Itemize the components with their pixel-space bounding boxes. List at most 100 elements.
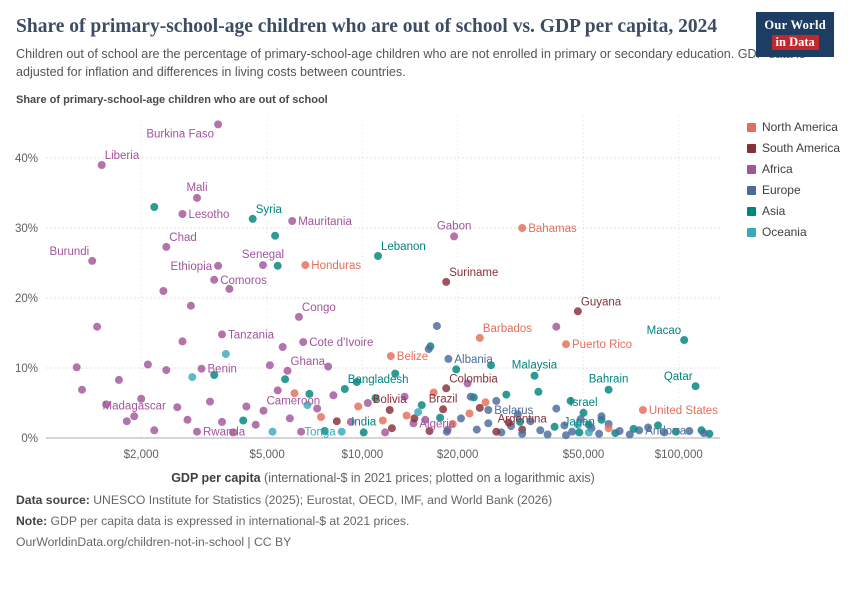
data-point[interactable] (229, 428, 237, 437)
data-point[interactable] (352, 378, 361, 387)
data-point[interactable] (400, 392, 409, 401)
legend-item-europe[interactable]: Europe (746, 183, 840, 197)
data-point[interactable] (573, 420, 582, 429)
data-point[interactable] (206, 397, 214, 406)
data-point[interactable] (137, 395, 146, 404)
legend-item-africa[interactable]: Africa (746, 162, 840, 176)
data-point[interactable] (242, 402, 251, 411)
data-point[interactable] (484, 419, 493, 428)
data-point[interactable] (534, 388, 543, 397)
data-point-bangladesh[interactable] (340, 385, 349, 394)
data-point-mauritania[interactable] (288, 217, 297, 226)
data-point[interactable] (543, 430, 552, 439)
data-point[interactable] (424, 345, 433, 354)
data-point[interactable] (625, 430, 634, 439)
data-point[interactable] (414, 408, 423, 417)
data-point-belarus[interactable] (484, 406, 493, 415)
data-point[interactable] (210, 371, 219, 380)
data-point[interactable] (93, 322, 102, 331)
data-point[interactable] (78, 385, 86, 394)
data-point[interactable] (305, 390, 314, 399)
data-point[interactable] (381, 428, 390, 437)
data-point[interactable] (472, 425, 481, 434)
data-point-congo[interactable] (294, 313, 303, 322)
data-point[interactable] (481, 398, 490, 407)
data-point-gabon[interactable] (450, 232, 459, 241)
data-point[interactable] (122, 417, 131, 426)
footer-link[interactable]: OurWorldinData.org/children-not-in-schoo… (16, 534, 292, 549)
data-point[interactable] (417, 401, 426, 410)
data-point-burkina-faso[interactable] (214, 120, 223, 129)
data-point-colombia[interactable] (442, 384, 451, 393)
data-point[interactable] (273, 386, 282, 395)
data-point[interactable] (516, 418, 524, 427)
data-point[interactable] (421, 416, 430, 425)
data-point-india[interactable] (359, 428, 368, 437)
data-point[interactable] (672, 427, 680, 436)
data-point[interactable] (568, 427, 577, 436)
data-point[interactable] (465, 409, 474, 418)
data-point-benin[interactable] (197, 364, 206, 373)
data-point[interactable] (332, 417, 341, 426)
data-point[interactable] (378, 416, 387, 425)
data-point[interactable] (143, 360, 152, 369)
data-point[interactable] (463, 379, 472, 388)
data-point[interactable] (597, 412, 606, 421)
data-point-israel[interactable] (579, 409, 588, 418)
data-point[interactable] (239, 416, 248, 425)
data-point-bolivia[interactable] (385, 406, 394, 415)
data-point-madagascar[interactable] (130, 412, 139, 421)
data-point-lesotho[interactable] (178, 210, 187, 219)
data-point-liberia[interactable] (97, 161, 106, 170)
data-point-mali[interactable] (193, 194, 201, 203)
data-point-united-states[interactable] (638, 406, 647, 415)
data-point[interactable] (188, 373, 197, 382)
data-point-barbados[interactable] (475, 334, 484, 343)
data-point-bahamas[interactable] (518, 224, 527, 233)
data-point[interactable] (685, 427, 694, 436)
data-point-albania[interactable] (444, 355, 453, 364)
data-point-lebanon[interactable] (374, 252, 382, 261)
data-point[interactable] (536, 426, 545, 435)
data-point[interactable] (363, 399, 372, 408)
data-point[interactable] (281, 375, 290, 384)
data-point[interactable] (278, 343, 287, 352)
data-point[interactable] (562, 431, 570, 440)
data-point[interactable] (162, 366, 171, 375)
data-point-senegal[interactable] (259, 261, 267, 270)
data-point[interactable] (268, 427, 277, 436)
data-point[interactable] (221, 350, 230, 359)
data-point-belize[interactable] (386, 352, 395, 361)
data-point[interactable] (371, 394, 380, 403)
data-point[interactable] (218, 418, 226, 427)
data-point[interactable] (552, 404, 561, 413)
data-point[interactable] (566, 397, 575, 406)
data-point[interactable] (324, 362, 333, 371)
data-point[interactable] (466, 392, 475, 401)
data-point[interactable] (183, 416, 192, 425)
data-point[interactable] (320, 427, 329, 436)
data-point[interactable] (699, 429, 708, 438)
data-point-ghana[interactable] (283, 367, 292, 376)
data-point-syria[interactable] (248, 215, 257, 224)
owid-logo[interactable]: Our World in Data (756, 12, 834, 57)
data-point[interactable] (173, 403, 182, 412)
data-point[interactable] (452, 365, 461, 374)
data-point[interactable] (644, 423, 653, 432)
data-point[interactable] (552, 322, 561, 331)
data-point[interactable] (595, 430, 604, 439)
data-point[interactable] (425, 427, 434, 436)
data-point[interactable] (475, 404, 484, 413)
data-point[interactable] (550, 423, 559, 432)
data-point[interactable] (457, 414, 465, 423)
data-point[interactable] (526, 417, 535, 426)
data-point[interactable] (102, 400, 111, 409)
data-point[interactable] (354, 402, 363, 411)
data-point[interactable] (271, 231, 280, 240)
legend-item-oceania[interactable]: Oceania (746, 225, 840, 239)
data-point[interactable] (513, 410, 522, 419)
data-point[interactable] (186, 301, 195, 310)
data-point[interactable] (492, 397, 501, 406)
data-point-puerto-rico[interactable] (562, 340, 570, 349)
data-point-malaysia[interactable] (530, 371, 539, 380)
